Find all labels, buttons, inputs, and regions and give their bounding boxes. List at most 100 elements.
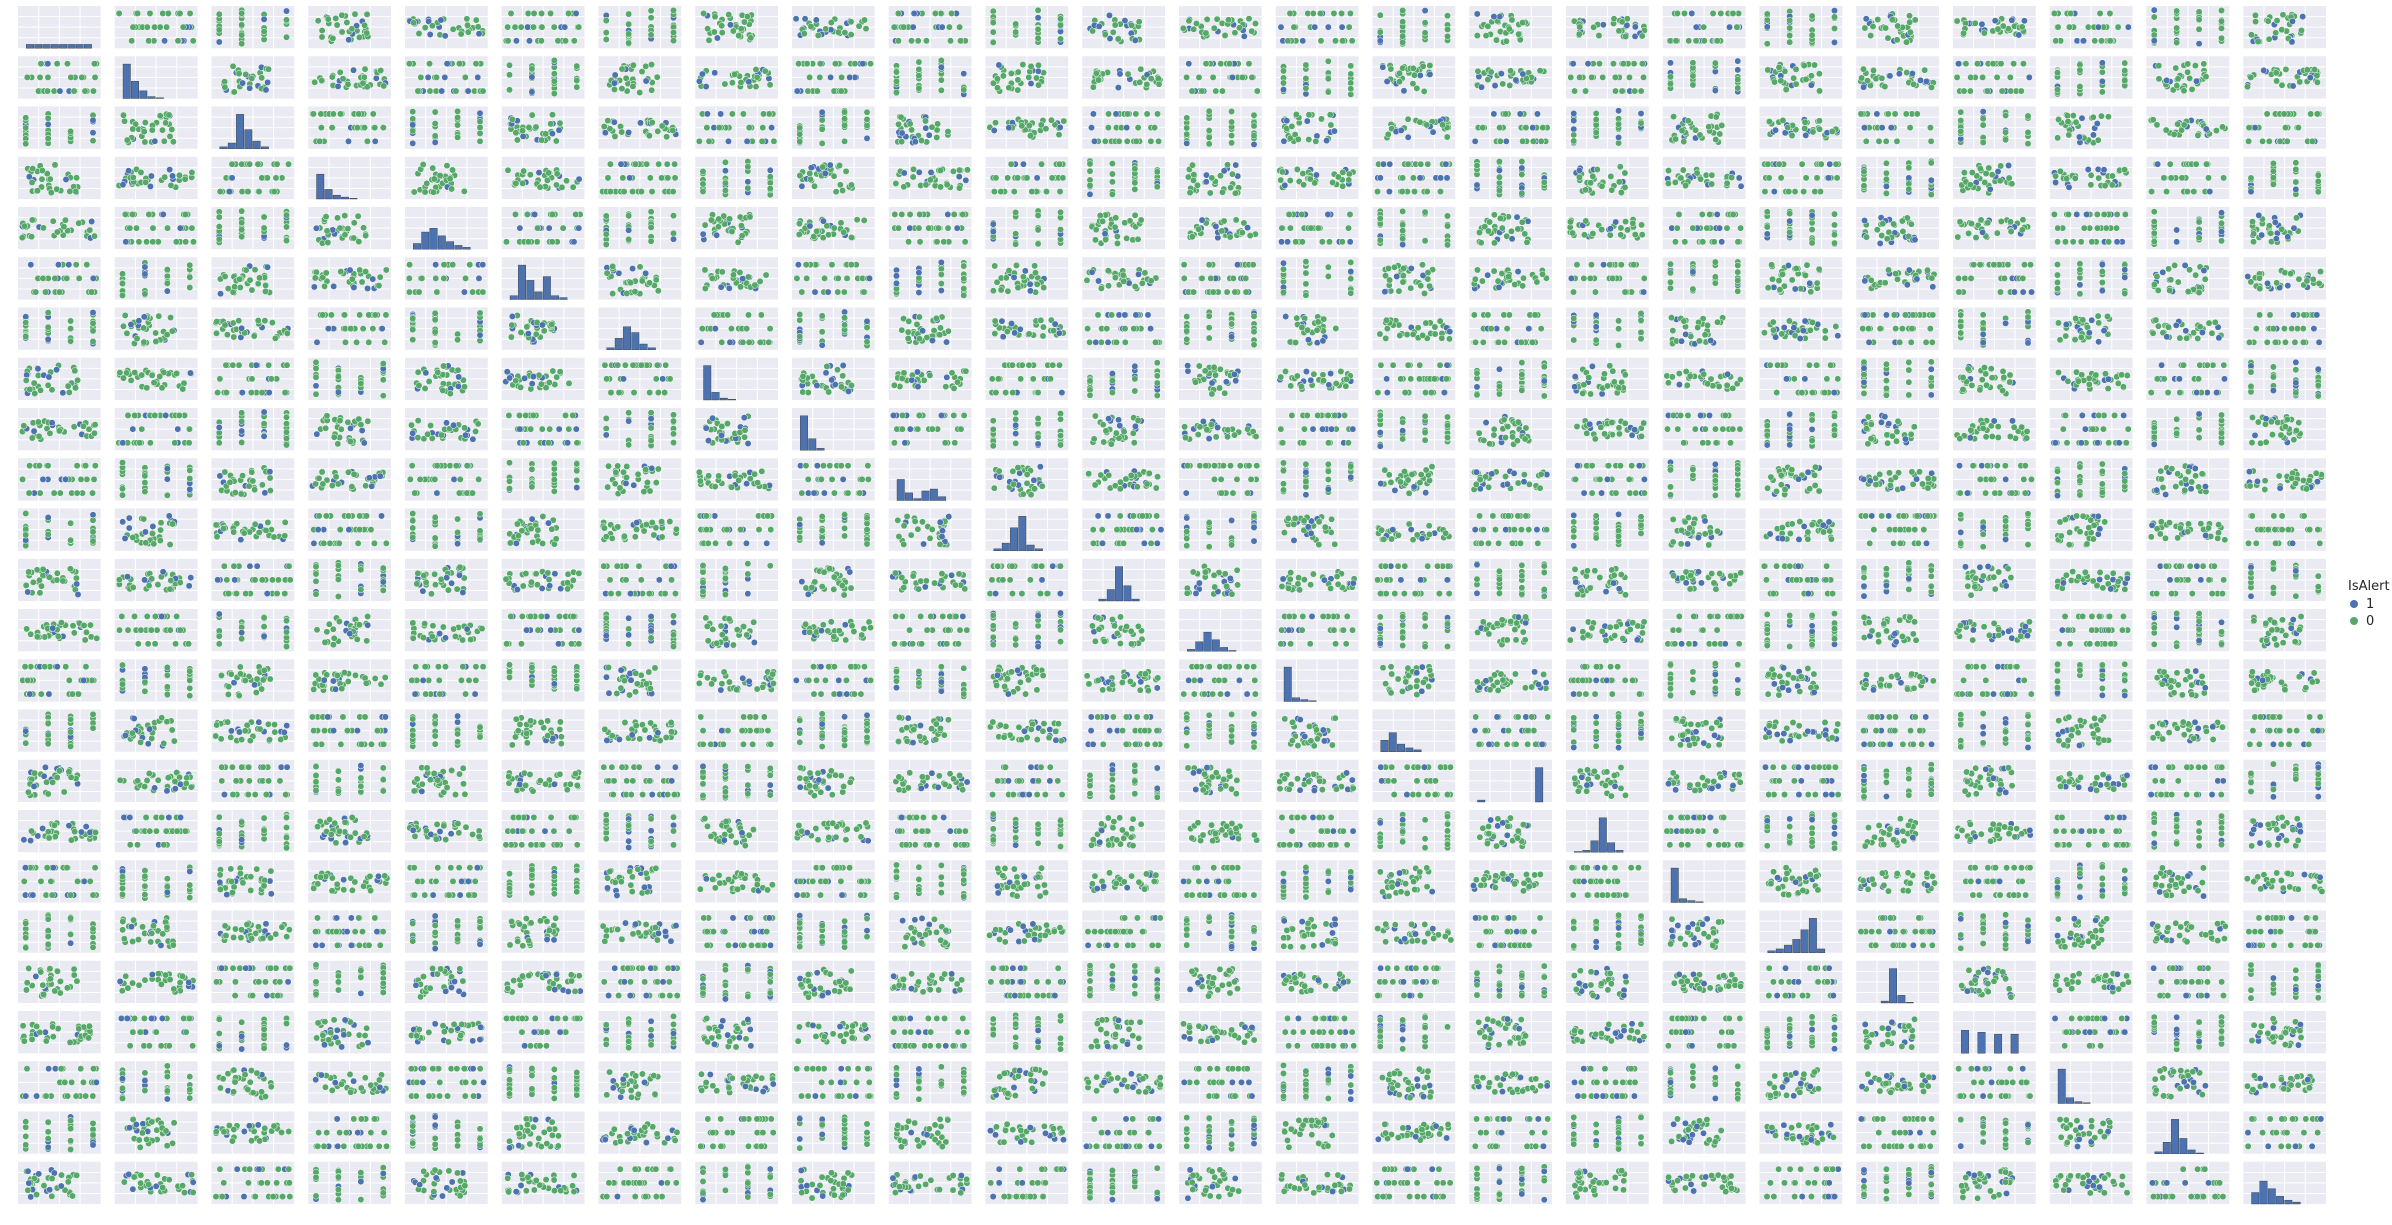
scatter-point-1 (991, 127, 997, 133)
scatter-point-0 (91, 233, 97, 239)
scatter-point-1 (1571, 126, 1577, 132)
scatter-point-1 (1503, 138, 1509, 144)
scatter-point-0 (1921, 67, 1927, 73)
scatter-point-0 (1199, 88, 1205, 94)
scatter-point-0 (547, 10, 553, 16)
scatter-point-0 (73, 175, 79, 181)
scatter-point-0 (1829, 128, 1835, 134)
scatter-point-0 (1427, 62, 1433, 68)
scatter-point-0 (574, 77, 580, 83)
scatter-point-1 (1312, 24, 1318, 30)
scatter-point-0 (1519, 171, 1525, 177)
scatter-point-0 (1043, 188, 1049, 194)
scatter-point-0 (2154, 122, 2160, 128)
scatter-point-0 (67, 188, 73, 194)
scatter-point-0 (1193, 20, 1199, 26)
pair-cell-1-12 (1179, 56, 1262, 98)
hist-bar (341, 197, 348, 199)
scatter-point-1 (1861, 124, 1867, 130)
pair-cell-2-19 (1856, 107, 1939, 149)
scatter-point-0 (130, 174, 136, 180)
scatter-point-1 (704, 111, 710, 117)
scatter-point-0 (1537, 67, 1543, 73)
scatter-point-0 (1990, 60, 1996, 66)
scatter-point-1 (1955, 60, 1961, 66)
scatter-point-0 (1780, 117, 1786, 123)
pair-cell-3-9 (889, 157, 972, 199)
scatter-point-0 (671, 161, 677, 167)
scatter-point-0 (2203, 73, 2209, 79)
scatter-point-0 (839, 187, 845, 193)
pair-cell-4-10 (986, 207, 1069, 249)
scatter-point-1 (517, 225, 523, 231)
scatter-point-0 (1626, 74, 1632, 80)
scatter-point-0 (663, 134, 669, 140)
scatter-point-1 (1115, 84, 1121, 90)
scatter-point-0 (654, 74, 660, 80)
scatter-point-0 (1765, 67, 1771, 73)
scatter-point-0 (893, 89, 899, 95)
scatter-point-0 (1523, 124, 1529, 130)
scatter-point-0 (1138, 66, 1144, 72)
scatter-point-0 (378, 67, 384, 73)
scatter-point-0 (45, 135, 51, 141)
scatter-point-0 (1834, 175, 1840, 181)
scatter-point-0 (992, 119, 998, 125)
scatter-point-0 (2185, 61, 2191, 67)
scatter-point-0 (647, 175, 653, 181)
scatter-point-1 (1300, 38, 1306, 44)
scatter-point-0 (990, 29, 996, 35)
scatter-point-0 (1590, 173, 1596, 179)
scatter-point-1 (1517, 111, 1523, 117)
scatter-point-0 (1211, 25, 1217, 31)
scatter-point-0 (1128, 22, 1134, 28)
scatter-point-1 (1282, 182, 1288, 188)
scatter-point-1 (1492, 82, 1498, 88)
scatter-point-0 (183, 239, 189, 245)
scatter-point-0 (2192, 62, 2198, 68)
scatter-point-0 (722, 180, 728, 186)
scatter-point-0 (2218, 18, 2224, 24)
scatter-point-0 (805, 88, 811, 94)
pair-cell-2-2 (212, 107, 295, 149)
scatter-point-0 (2293, 160, 2299, 166)
scatter-point-0 (2008, 88, 2014, 94)
scatter-point-1 (261, 16, 267, 22)
scatter-point-0 (230, 63, 236, 69)
scatter-point-0 (2077, 83, 2083, 89)
scatter-point-0 (1903, 111, 1909, 117)
pair-cell-3-12 (1179, 157, 1262, 199)
scatter-point-0 (1227, 184, 1233, 190)
scatter-point-0 (1500, 81, 1506, 87)
hist-bar (446, 242, 453, 250)
scatter-point-0 (1093, 70, 1099, 76)
scatter-point-0 (1724, 180, 1730, 186)
scatter-point-1 (1474, 11, 1480, 17)
hist-bar (220, 147, 227, 149)
scatter-point-0 (1307, 176, 1313, 182)
scatter-point-0 (1488, 69, 1494, 75)
scatter-point-0 (345, 81, 351, 87)
scatter-point-0 (2174, 83, 2180, 89)
scatter-point-0 (2284, 138, 2290, 144)
scatter-point-0 (1568, 74, 1574, 80)
scatter-point-1 (2289, 39, 2295, 45)
scatter-point-0 (1189, 234, 1195, 240)
scatter-point-1 (410, 140, 416, 146)
scatter-point-1 (1386, 188, 1392, 194)
scatter-point-0 (1444, 13, 1450, 19)
scatter-point-0 (1347, 211, 1353, 217)
scatter-point-0 (1596, 60, 1602, 66)
pair-cell-0-4 (405, 6, 488, 48)
scatter-point-0 (319, 77, 325, 83)
scatter-point-0 (990, 39, 996, 45)
scatter-point-0 (990, 19, 996, 25)
scatter-point-0 (530, 24, 536, 30)
pair-cell-4-11 (1082, 207, 1165, 249)
scatter-point-0 (256, 188, 262, 194)
scatter-point-0 (146, 211, 152, 217)
scatter-point-0 (2107, 10, 2113, 16)
scatter-point-0 (1593, 116, 1599, 122)
scatter-point-0 (1399, 39, 1405, 45)
scatter-point-0 (2053, 38, 2059, 44)
